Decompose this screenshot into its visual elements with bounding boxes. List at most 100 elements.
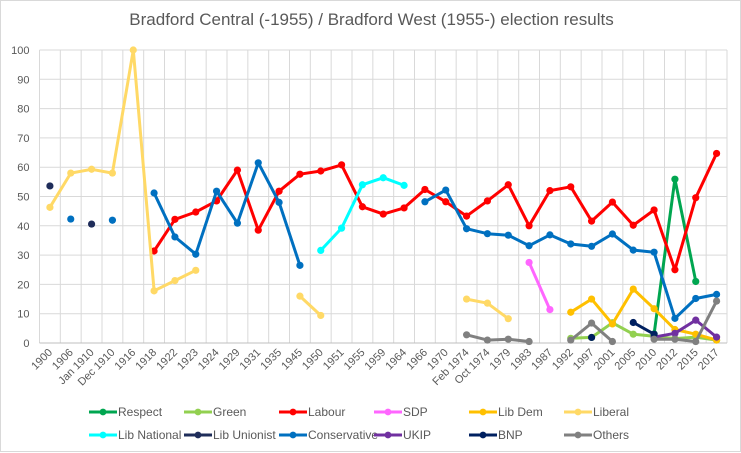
legend-marker [194, 408, 202, 416]
x-tick-label: 1979 [488, 347, 514, 373]
legend-marker [479, 408, 487, 416]
legend-marker [289, 408, 297, 416]
x-tick-label: 1951 [321, 347, 347, 373]
data-point-conservative [421, 198, 429, 206]
data-point-others [483, 336, 492, 344]
data-point-others [671, 335, 679, 343]
data-point-others [712, 297, 721, 305]
series-line-others [654, 300, 718, 343]
data-point-labour [337, 161, 346, 169]
data-point-sdp [525, 258, 533, 267]
x-tick-label: 1918 [133, 347, 159, 373]
y-tick-label: 70 [17, 133, 29, 145]
data-point-liberal [462, 295, 471, 303]
data-point-liberal [317, 311, 325, 320]
data-point-lib-national [400, 181, 408, 189]
x-tick-label: 1923 [175, 347, 201, 373]
data-point-labour [650, 206, 658, 214]
data-point-lib-dem [587, 295, 596, 303]
data-point-green [629, 330, 637, 338]
data-point-bnp [629, 318, 637, 327]
data-point-liberal [150, 287, 158, 295]
x-tick-label: 1950 [300, 347, 326, 373]
y-tick-label: 100 [11, 45, 29, 57]
legend-marker [99, 408, 107, 416]
y-tick-label: 60 [17, 162, 29, 174]
series-line-others [466, 333, 530, 343]
series-line-lib-national [319, 176, 405, 252]
data-point-conservative [108, 216, 117, 224]
data-point-labour [400, 204, 408, 212]
data-point-ukip [671, 329, 679, 337]
data-point-lib-national [358, 181, 367, 189]
data-point-labour [171, 215, 179, 223]
x-tick-label: 2017 [696, 347, 722, 373]
data-point-lib-national [317, 246, 325, 255]
legend-marker [574, 408, 582, 416]
data-point-lib-unionist [46, 182, 54, 190]
x-tick-label: 1959 [363, 347, 389, 373]
data-point-bnp [650, 330, 658, 338]
y-tick-label: 40 [17, 221, 29, 233]
data-point-labour [296, 170, 304, 178]
legend-marker [574, 431, 582, 439]
data-point-others [650, 335, 658, 343]
data-point-labour [483, 197, 492, 205]
data-point-labour [421, 185, 429, 194]
data-point-conservative [233, 219, 242, 227]
x-tick-label: 1935 [258, 347, 284, 373]
data-point-others [608, 337, 617, 346]
data-point-conservative [692, 294, 700, 303]
x-tick-label: 1966 [404, 347, 430, 373]
y-tick-label: 30 [17, 250, 29, 262]
y-tick-label: 10 [17, 309, 29, 321]
data-point-liberal [67, 169, 75, 177]
data-point-labour [504, 181, 512, 189]
data-point-lib-dem [567, 308, 575, 316]
data-point-conservative [650, 248, 658, 256]
y-tick-label: 50 [17, 192, 29, 204]
legend-label: Others [593, 428, 629, 442]
data-point-labour [587, 217, 596, 225]
legend-label: Respect [118, 405, 163, 419]
data-point-bnp [587, 333, 596, 342]
legend-label: SDP [403, 405, 428, 419]
data-point-conservative [629, 246, 637, 254]
series-line-conservative [152, 161, 302, 266]
data-point-others [567, 336, 575, 344]
legend-marker [289, 431, 297, 439]
data-point-labour [358, 203, 367, 211]
data-point-liberal [483, 299, 492, 307]
data-point-labour [462, 212, 471, 220]
legend-marker [99, 431, 107, 439]
data-point-conservative [67, 215, 75, 223]
data-point-conservative [587, 242, 596, 250]
legend-label: Conservative [308, 428, 378, 442]
data-point-lib-dem [629, 285, 637, 293]
legend-label: UKIP [403, 428, 431, 442]
data-point-labour [233, 166, 242, 174]
legend-label: Lib National [118, 428, 181, 442]
data-point-labour [254, 226, 262, 234]
data-point-conservative [567, 240, 575, 248]
y-tick-label: 80 [17, 104, 29, 116]
data-point-labour [442, 198, 450, 206]
data-point-sdp [546, 305, 554, 314]
data-point-liberal [192, 266, 200, 274]
x-tick-label: 2010 [633, 347, 659, 373]
data-point-conservative [608, 230, 617, 238]
data-point-conservative [671, 314, 679, 322]
data-point-respect [692, 277, 700, 286]
data-point-respect [671, 175, 679, 183]
data-point-lib-dem [608, 320, 617, 328]
data-point-labour [192, 208, 200, 216]
x-tick-label: 1916 [113, 347, 139, 373]
x-tick-label: 1992 [550, 347, 576, 373]
data-point-labour [608, 198, 617, 206]
x-tick-label: 1964 [383, 347, 409, 373]
data-point-conservative [296, 261, 304, 269]
legend-label: Labour [308, 405, 345, 419]
series-line-respect [652, 177, 698, 335]
